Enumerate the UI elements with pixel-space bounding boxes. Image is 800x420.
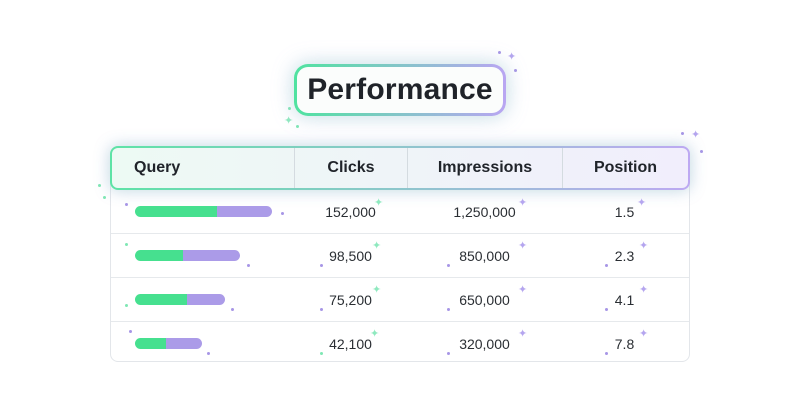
page-title: Performance — [307, 73, 493, 106]
performance-table: Query Clicks Impressions Position 152 — [110, 146, 690, 362]
query-bar-clicks-segment — [135, 206, 218, 217]
sparkle-icon: ✦ — [639, 328, 649, 340]
clicks-cell: 98,500 ✦ — [294, 234, 407, 277]
impressions-cell: 1,250,000 ✦ — [407, 190, 562, 233]
query-bar — [135, 294, 225, 305]
table-row[interactable]: 152,000 ✦ 1,250,000 ✦ 1.5 ✦ — [111, 190, 689, 234]
query-cell — [111, 190, 294, 233]
impressions-cell: 850,000 ✦ — [407, 234, 562, 277]
sparkle-icon: ✦ — [639, 284, 649, 296]
title-badge-inner: Performance — [297, 67, 503, 113]
query-bar-impressions-segment — [217, 206, 272, 217]
query-bar-impressions-segment — [166, 338, 202, 349]
clicks-value: 152,000 — [325, 203, 376, 220]
title-badge: Performance — [294, 64, 506, 116]
query-bar-clicks-segment — [135, 294, 188, 305]
query-bar — [135, 338, 202, 349]
sparkle-dot — [447, 352, 450, 355]
clicks-value: 98,500 — [329, 247, 372, 264]
position-value: 4.1 — [614, 291, 635, 308]
sparkle-dot — [605, 308, 608, 311]
sparkle-icon: ✦ — [284, 115, 294, 127]
sparkle-dot — [129, 330, 132, 333]
sparkle-dot — [498, 51, 501, 54]
clicks-value: 75,200 — [329, 291, 372, 308]
sparkle-dot — [700, 150, 703, 153]
table-row[interactable]: 75,200 ✦ 650,000 ✦ 4.1 ✦ — [111, 278, 689, 322]
sparkle-icon: ✦ — [691, 129, 701, 141]
query-cell — [111, 278, 294, 321]
sparkle-dot — [98, 184, 101, 187]
position-value: 1.5 — [614, 203, 635, 220]
table-row[interactable]: 98,500 ✦ 850,000 ✦ 2.3 ✦ — [111, 234, 689, 278]
sparkle-dot — [247, 264, 250, 267]
sparkle-dot — [320, 264, 323, 267]
impressions-cell: 650,000 ✦ — [407, 278, 562, 321]
sparkle-dot — [605, 264, 608, 267]
column-header-clicks[interactable]: Clicks — [295, 148, 408, 188]
sparkle-dot — [447, 308, 450, 311]
sparkle-icon: ✦ — [518, 328, 528, 340]
impressions-value: 1,250,000 — [453, 203, 516, 220]
query-cell — [111, 322, 294, 365]
sparkle-icon: ✦ — [518, 284, 528, 296]
clicks-cell: 42,100 ✦ — [294, 322, 407, 365]
sparkle-dot — [514, 69, 517, 72]
impressions-value: 650,000 — [459, 291, 510, 308]
table-header: Query Clicks Impressions Position — [110, 146, 690, 190]
column-header-impressions[interactable]: Impressions — [408, 148, 563, 188]
sparkle-dot — [296, 125, 299, 128]
query-cell — [111, 234, 294, 277]
sparkle-icon: ✦ — [372, 240, 382, 252]
sparkle-dot — [281, 212, 284, 215]
position-value: 2.3 — [614, 247, 635, 264]
sparkle-icon: ✦ — [639, 240, 649, 252]
sparkle-dot — [231, 308, 234, 311]
sparkle-dot — [681, 132, 684, 135]
position-cell: 1.5 ✦ — [562, 190, 687, 233]
sparkle-dot — [125, 304, 128, 307]
sparkle-dot — [207, 352, 210, 355]
impressions-cell: 320,000 ✦ — [407, 322, 562, 365]
sparkle-dot — [605, 352, 608, 355]
sparkle-icon: ✦ — [518, 240, 528, 252]
query-bar — [135, 250, 240, 261]
position-cell: 7.8 ✦ — [562, 322, 687, 365]
sparkle-dot — [125, 243, 128, 246]
sparkle-dot — [125, 203, 128, 206]
table-header-row: Query Clicks Impressions Position — [112, 148, 688, 188]
position-cell: 2.3 ✦ — [562, 234, 687, 277]
query-bar — [135, 206, 272, 217]
query-bar-clicks-segment — [135, 250, 184, 261]
position-value: 7.8 — [614, 335, 635, 352]
sparkle-icon: ✦ — [518, 197, 528, 209]
clicks-value: 42,100 — [329, 335, 372, 352]
impressions-value: 320,000 — [459, 335, 510, 352]
clicks-cell: 152,000 ✦ — [294, 190, 407, 233]
sparkle-dot — [320, 308, 323, 311]
position-cell: 4.1 ✦ — [562, 278, 687, 321]
impressions-value: 850,000 — [459, 247, 510, 264]
column-header-position[interactable]: Position — [593, 159, 658, 176]
clicks-cell: 75,200 ✦ — [294, 278, 407, 321]
column-header-query[interactable]: Query — [112, 148, 295, 188]
query-bar-impressions-segment — [187, 294, 225, 305]
sparkle-dot — [447, 264, 450, 267]
sparkle-icon: ✦ — [507, 51, 517, 63]
sparkle-icon: ✦ — [637, 197, 647, 209]
query-bar-impressions-segment — [183, 250, 240, 261]
table-body: 152,000 ✦ 1,250,000 ✦ 1.5 ✦ — [111, 190, 689, 365]
sparkle-icon: ✦ — [372, 284, 382, 296]
query-bar-clicks-segment — [135, 338, 167, 349]
sparkle-dot — [288, 107, 291, 110]
sparkle-dot — [320, 352, 323, 355]
sparkle-dot — [103, 196, 106, 199]
table-row[interactable]: 42,100 ✦ 320,000 ✦ 7.8 ✦ — [111, 322, 689, 365]
